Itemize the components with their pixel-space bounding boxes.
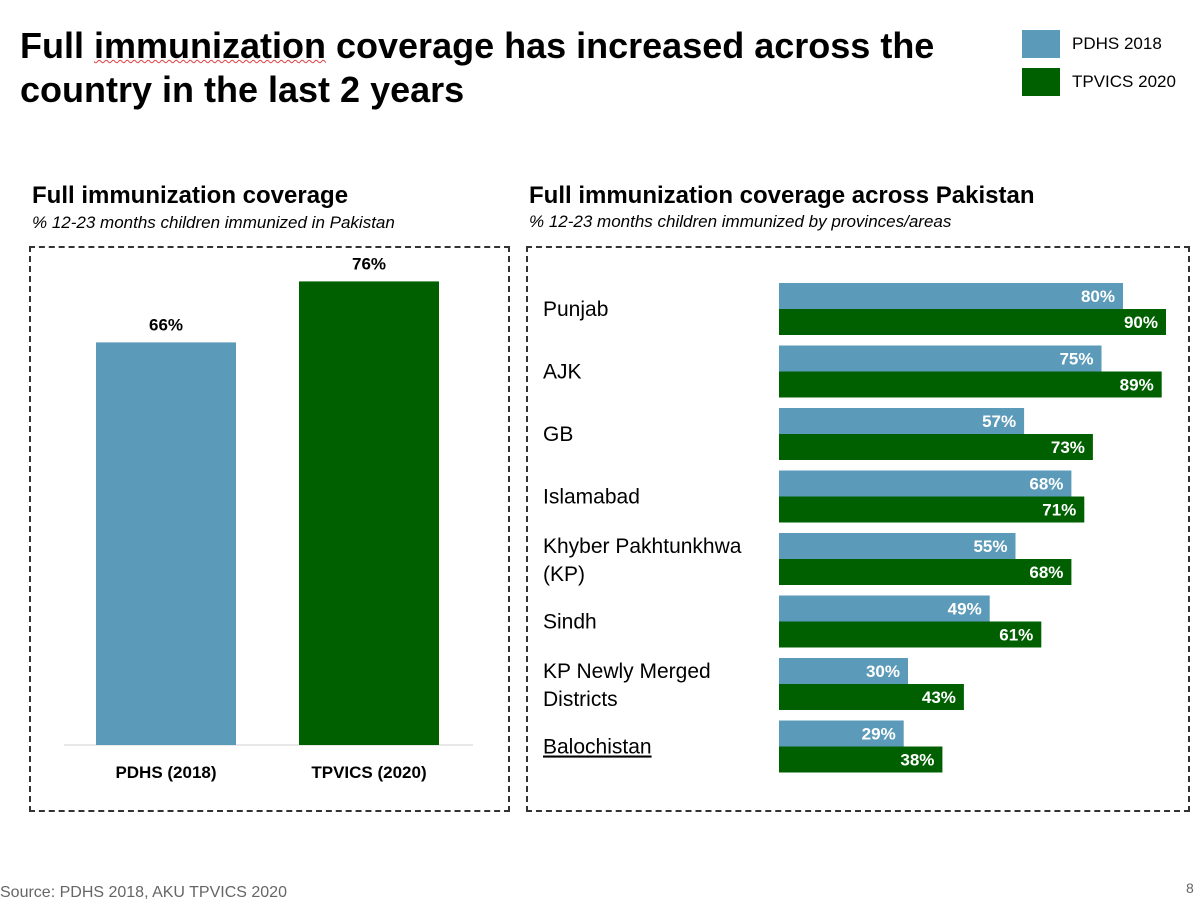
hbar-1-5 (779, 621, 1042, 648)
hbar-value-label-0-0: 80% (1081, 287, 1115, 306)
hbar-value-label-0-6: 30% (866, 662, 900, 681)
legend-label-tpvics: TPVICS 2020 (1072, 72, 1176, 91)
hbar-0-7 (779, 720, 904, 747)
row-label-1-0: AJK (543, 361, 582, 384)
row-label-4-1: (KP) (543, 563, 585, 586)
hbar-value-label-1-4: 68% (1029, 563, 1063, 582)
hbar-1-6 (779, 684, 964, 710)
hbar-1-3 (779, 496, 1085, 523)
row-label-3-0: Islamabad (543, 486, 640, 509)
legend-swatch-tpvics (1022, 68, 1060, 96)
bar-value-label-1: 76% (352, 254, 386, 273)
hbar-value-label-1-3: 71% (1042, 501, 1076, 520)
category-label-1: TPVICS (2020) (311, 763, 426, 782)
title-part-1: Full (20, 25, 94, 66)
page-number: 8 (1186, 880, 1194, 896)
hbar-value-label-1-7: 38% (900, 751, 934, 770)
right-panel-title: Full immunization coverage across Pakist… (529, 182, 1035, 209)
legend: PDHS 2018 TPVICS 2020 (1022, 30, 1176, 106)
row-label-7-0: Balochistan (543, 736, 652, 759)
hbar-value-label-0-4: 55% (973, 537, 1007, 556)
bar-value-label-0: 66% (149, 315, 183, 334)
hbar-0-3 (779, 470, 1072, 497)
hbar-1-2 (779, 434, 1093, 460)
row-label-5-0: Sindh (543, 611, 597, 634)
legend-swatch-pdhs (1022, 30, 1060, 58)
bar-1 (299, 281, 439, 745)
row-label-2-0: GB (543, 423, 573, 446)
legend-label-pdhs: PDHS 2018 (1072, 34, 1162, 53)
hbar-value-label-0-2: 57% (982, 412, 1016, 431)
left-panel-subtitle: % 12-23 months children immunized in Pak… (32, 213, 395, 232)
title-part-2: immunization (94, 25, 326, 66)
hbar-0-5 (779, 595, 990, 622)
page-title: Full immunization coverage has increased… (20, 24, 1000, 112)
hbar-0-2 (779, 408, 1025, 434)
hbar-value-label-1-5: 61% (999, 626, 1033, 645)
row-label-6-0: KP Newly Merged (543, 660, 711, 683)
hbar-value-label-0-3: 68% (1029, 475, 1063, 494)
hbar-value-label-1-6: 43% (922, 688, 956, 707)
hbar-0-6 (779, 658, 908, 684)
title-part-3: coverage has increased across the countr… (20, 25, 935, 110)
hbar-value-label-1-1: 89% (1120, 376, 1154, 395)
hbar-value-label-1-0: 90% (1124, 313, 1158, 332)
row-label-6-1: Districts (543, 688, 618, 711)
bar-0 (96, 342, 236, 745)
source-note: Source: PDHS 2018, AKU TPVICS 2020 (0, 884, 287, 901)
row-label-0-0: Punjab (543, 298, 608, 321)
row-label-4-0: Khyber Pakhtunkhwa (543, 535, 742, 558)
hbar-1-4 (779, 559, 1072, 585)
hbar-value-label-0-1: 75% (1059, 350, 1093, 369)
category-label-0: PDHS (2018) (115, 763, 216, 782)
hbar-1-1 (779, 371, 1162, 398)
hbar-0-4 (779, 533, 1016, 559)
hbar-0-0 (779, 283, 1123, 309)
hbar-value-label-1-2: 73% (1051, 438, 1085, 457)
left-chart-frame (29, 246, 510, 812)
hbar-value-label-0-5: 49% (948, 600, 982, 619)
hbar-1-0 (779, 309, 1166, 335)
left-panel-title: Full immunization coverage (32, 182, 349, 209)
legend-item-pdhs: PDHS 2018 (1022, 30, 1176, 58)
hbar-0-1 (779, 345, 1102, 372)
hbar-value-label-0-7: 29% (862, 725, 896, 744)
right-chart-frame (526, 246, 1190, 812)
right-panel-subtitle: % 12-23 months children immunized by pro… (529, 212, 952, 231)
hbar-1-7 (779, 746, 943, 773)
legend-item-tpvics: TPVICS 2020 (1022, 68, 1176, 96)
